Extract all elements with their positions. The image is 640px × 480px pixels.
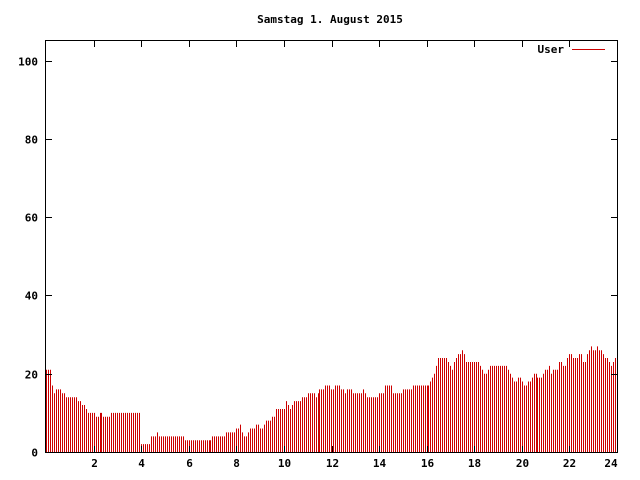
x-tick-label: 18 [468,457,481,470]
bars-group [46,346,616,452]
y-tick-label: 40 [25,290,38,303]
x-tick-label: 10 [278,457,291,470]
x-tick-label: 14 [373,457,387,470]
legend-label-user: User [538,43,565,56]
x-tick-label: 4 [138,457,145,470]
x-tick-label: 20 [516,457,529,470]
x-tick-label: 2 [91,457,98,470]
chart-title: Samstag 1. August 2015 [257,13,403,26]
y-axis-ticks: 0 20 40 60 80 100 [18,56,617,460]
x-tick-label: 24 [604,457,618,470]
y-tick-label: 100 [18,56,38,69]
y-tick-label: 80 [25,134,38,147]
x-tick-label: 6 [186,457,193,470]
x-tick-label: 22 [563,457,576,470]
x-axis-ticks: 2 4 6 8 10 12 14 16 18 20 22 24 [91,41,618,470]
y-tick-label: 0 [31,447,38,460]
y-tick-label: 20 [25,369,38,382]
x-tick-label: 8 [233,457,240,470]
x-tick-label: 16 [421,457,435,470]
plot-frame [45,40,618,453]
y-tick-label: 60 [25,212,38,225]
x-tick-label: 12 [326,457,339,470]
legend: User [538,43,605,56]
